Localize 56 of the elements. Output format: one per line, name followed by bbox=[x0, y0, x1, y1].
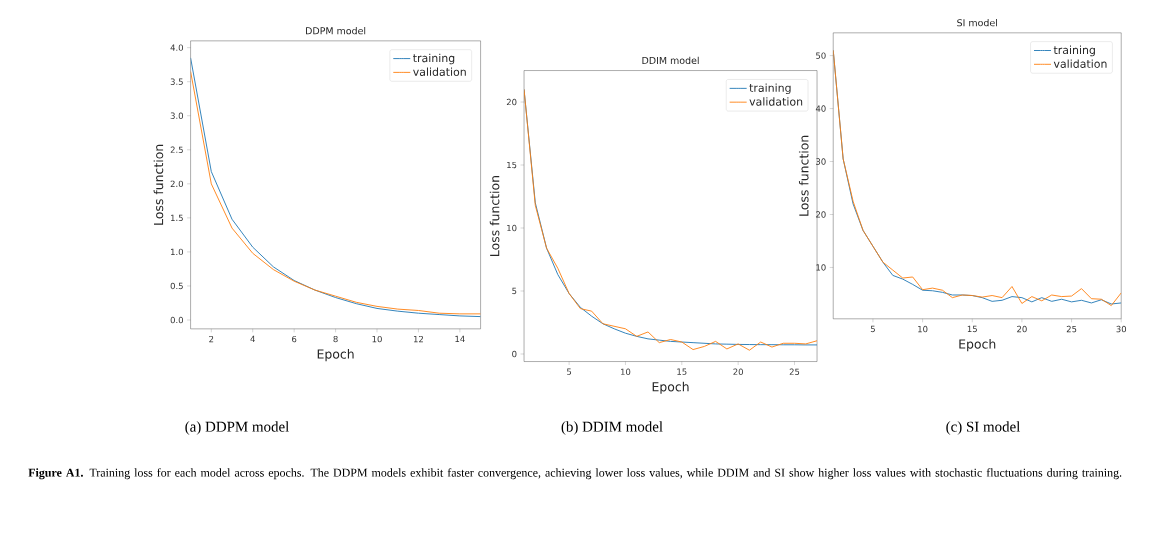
text: (b) DDIM model bbox=[561, 421, 663, 435]
x-tick-label: 14 bbox=[455, 335, 465, 343]
x-axis-title: Epoch bbox=[317, 349, 354, 362]
y-axis-title: Loss function bbox=[153, 144, 164, 225]
y-tick-label: 30 bbox=[816, 158, 826, 165]
text: (a) DDPM model bbox=[185, 421, 289, 435]
x-tick-label: 5 bbox=[870, 325, 875, 333]
y-tick-label: 15 bbox=[507, 161, 517, 169]
y-tick-label: 20 bbox=[506, 98, 517, 106]
y-tick-label: 1.5 bbox=[171, 214, 183, 222]
x-tick-label: 15 bbox=[967, 325, 977, 333]
x-tick-label: 8 bbox=[333, 335, 338, 343]
x-tick-label: 10 bbox=[621, 368, 631, 375]
text: (c) SI model bbox=[946, 421, 1021, 435]
y-tick-label: 50 bbox=[816, 52, 826, 59]
y-tick-label: 5 bbox=[512, 287, 517, 295]
y-tick-label: 40 bbox=[815, 105, 826, 112]
y-tick-label: 1.0 bbox=[171, 248, 183, 256]
legend-label: training bbox=[1053, 45, 1095, 57]
y-tick-label: 0.0 bbox=[170, 316, 183, 324]
x-tick-label: 5 bbox=[567, 368, 572, 375]
x-tick-label: 12 bbox=[413, 335, 423, 343]
x-tick-label: 6 bbox=[292, 335, 297, 343]
y-tick-label: 2.5 bbox=[170, 146, 183, 153]
x-tick-label: 10 bbox=[372, 335, 382, 343]
x-tick-label: 20 bbox=[1017, 325, 1027, 333]
y-tick-label: 0.5 bbox=[170, 282, 183, 290]
y-tick-label: 4.0 bbox=[170, 44, 183, 51]
chart-title: SI model bbox=[957, 19, 997, 27]
chart-title: DDIM model bbox=[642, 56, 699, 65]
legend-label: training bbox=[749, 83, 791, 95]
y-axis-title: Loss function bbox=[489, 176, 500, 256]
x-axis-title: Epoch bbox=[959, 339, 996, 352]
x-tick-label: 4 bbox=[250, 335, 255, 343]
x-tick-label: 30 bbox=[1116, 325, 1127, 333]
text: Figure A1. Training loss for each model across epochs. The DDPM models exhibit faster convergence, achieving lower loss values, while DDIM and SI show higher loss values with stochastic fluctuations during training. bbox=[28, 468, 1122, 480]
x-tick-label: 10 bbox=[918, 325, 928, 333]
legend-label: validation bbox=[413, 67, 466, 76]
y-tick-label: 20 bbox=[816, 211, 826, 218]
y-tick-label: 3.5 bbox=[170, 78, 183, 85]
y-axis-title: Loss function bbox=[798, 135, 809, 216]
x-tick-label: 25 bbox=[789, 368, 800, 375]
y-tick-label: 0 bbox=[512, 350, 517, 358]
y-tick-label: 10 bbox=[507, 224, 517, 232]
legend-label: validation bbox=[749, 97, 803, 106]
chart-title: DDPM model bbox=[306, 27, 366, 35]
y-tick-label: 3.0 bbox=[170, 112, 183, 119]
legend-label: training bbox=[413, 53, 455, 65]
x-tick-label: 25 bbox=[1066, 325, 1077, 333]
x-tick-label: 20 bbox=[733, 368, 743, 375]
x-tick-label: 15 bbox=[677, 368, 687, 375]
legend-label: validation bbox=[1053, 59, 1107, 68]
x-axis-title: Epoch bbox=[652, 381, 689, 394]
x-tick-label: 2 bbox=[209, 335, 214, 343]
y-tick-label: 2.0 bbox=[170, 180, 183, 188]
y-tick-label: 10 bbox=[816, 264, 826, 271]
